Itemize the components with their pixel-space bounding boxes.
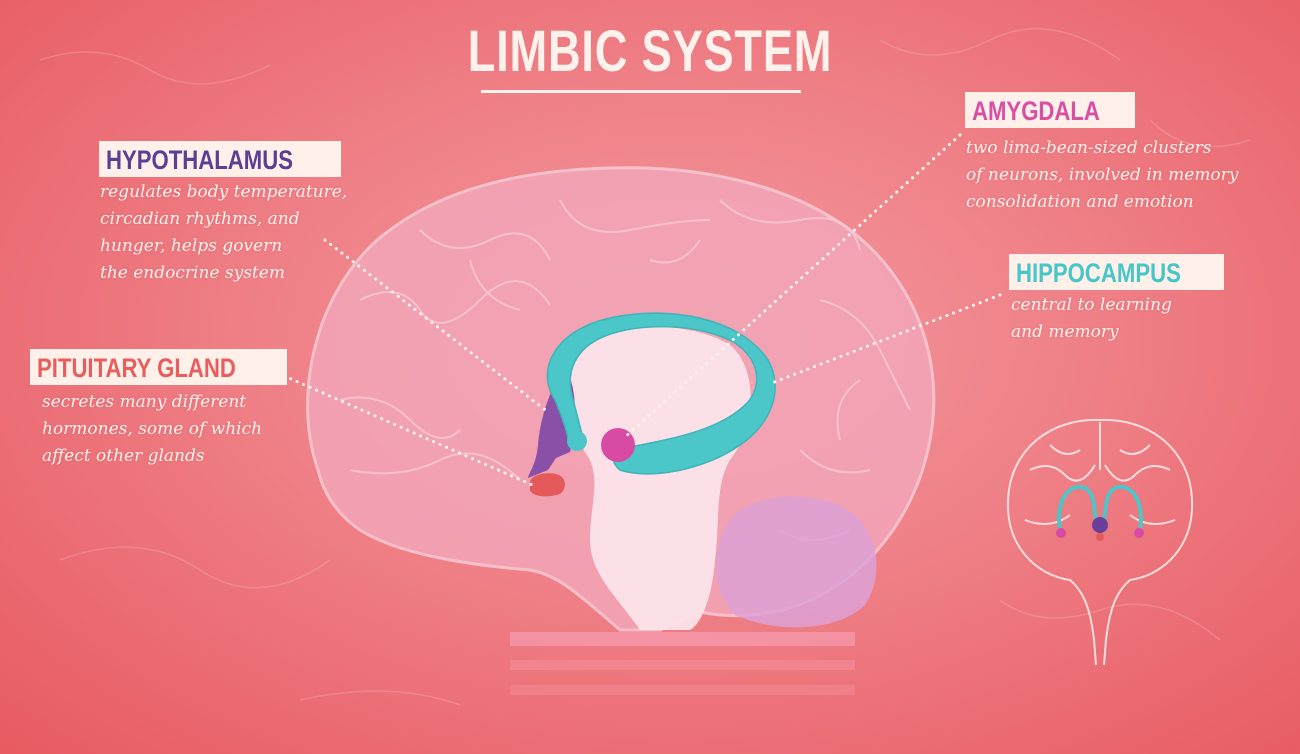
page-title: LIMBIC SYSTEM [467,19,833,84]
hippocampus-leader [770,293,1002,385]
hippocampus-name: HIPPOCAMPUS [1016,258,1181,288]
base-stripe [510,685,855,695]
amygdala-structure [601,428,635,462]
amygdala-name: AMYGDALA [972,96,1100,126]
description-line: regulates body temperature, [100,182,348,202]
coronal-brain-inset [1006,418,1194,666]
description-line: of neurons, involved in memory [966,165,1239,185]
pituitary-description: secretes many different hormones, some o… [42,389,262,470]
description-line: hunger, helps govern [100,236,283,256]
description-line: secretes many different [42,392,247,412]
description-line: affect other glands [42,446,205,466]
hippocampus-label: HIPPOCAMPUS [1009,254,1225,290]
hypothalamus-description: regulates body temperature, circadian rh… [100,179,347,287]
sagittal-brain [306,166,936,695]
cerebellum [716,496,877,628]
title-underline [481,90,801,93]
fornix-bulb [567,431,587,451]
description-line: hormones, some of which [42,419,263,439]
description-line: central to learning [1011,295,1172,315]
base-stripe [510,660,855,670]
amygdala-leader [622,133,962,440]
description-line: the endocrine system [100,263,285,283]
amygdala-label: AMYGDALA [965,92,1135,128]
amygdala-description: two lima-bean-sized clusters of neurons,… [966,135,1238,216]
pituitary-name: PITUITARY GLAND [37,353,236,383]
hypothalamus-leader [323,238,550,414]
coronal-limbic-structures [1056,484,1144,541]
pituitary-structure [530,473,565,497]
description-line: circadian rhythms, and [100,209,300,229]
hypothalamus-name: HYPOTHALAMUS [106,145,293,175]
inner-brain-region [565,326,751,630]
hippocampus-structure [546,312,776,475]
base-stripe [510,632,855,646]
description-line: two lima-bean-sized clusters [966,138,1212,158]
description-line: and memory [1011,322,1119,342]
description-line: consolidation and emotion [966,192,1194,212]
background-texture [39,28,1251,706]
pituitary-label: PITUITARY GLAND [30,349,287,385]
hippocampus-description: central to learning and memory [1011,292,1172,346]
hypothalamus-label: HYPOTHALAMUS [99,141,341,177]
